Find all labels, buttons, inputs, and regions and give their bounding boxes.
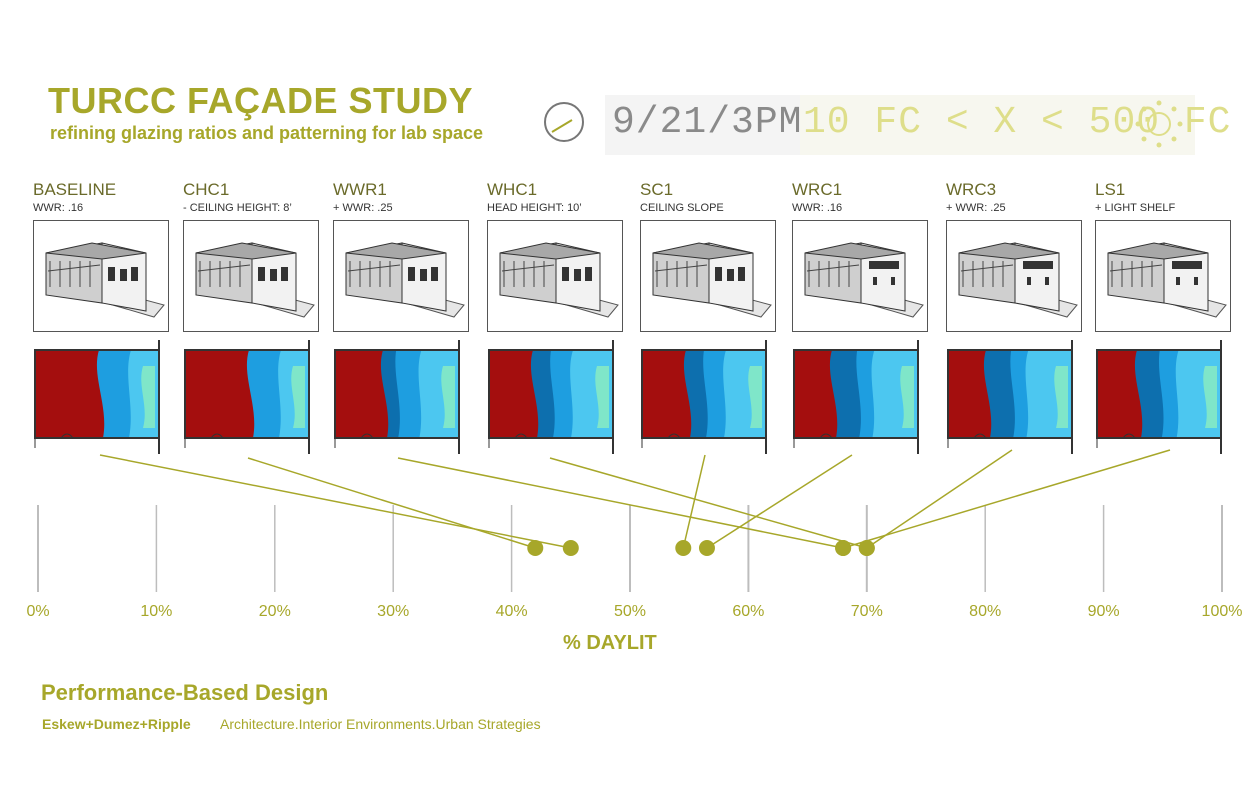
daylight-plan	[488, 340, 614, 454]
clock-icon	[544, 102, 584, 142]
leader-line	[706, 454, 853, 549]
scenario-note: WWR: .16	[33, 202, 84, 214]
x-tick-label: 100%	[1201, 603, 1243, 620]
x-tick-label: 30%	[377, 603, 410, 620]
scenario-note: - CEILING HEIGHT: 8’	[183, 202, 292, 214]
scenario-note: + WWR: .25	[946, 202, 1006, 214]
x-tick-label: 80%	[969, 603, 1002, 620]
leader-line	[549, 457, 868, 549]
scenario-name: WHC1	[487, 180, 538, 199]
footer-firm: Eskew+Dumez+Ripple	[42, 716, 191, 732]
x-tick-label: 70%	[850, 603, 883, 620]
daylight-plan	[334, 340, 460, 454]
scenario-label-wwr1: WWR1 + WWR: .25	[333, 180, 473, 215]
building-render	[183, 220, 319, 332]
scenario-name: WWR1	[333, 180, 387, 199]
page-title: TURCC FAÇADE STUDY	[48, 80, 474, 121]
building-render	[946, 220, 1082, 332]
scenario-label-sc1: SC1 CEILING SLOPE	[640, 180, 780, 215]
scenario-name: WRC3	[946, 180, 997, 199]
scenario-label-wrc1: WRC1 WWR: .16	[792, 180, 932, 215]
scenario-label-whc1: WHC1 HEAD HEIGHT: 10’	[487, 180, 627, 215]
scenario-name: CHC1	[183, 180, 230, 199]
building-render	[640, 220, 776, 332]
illuminance-range: 10 FC < X < 500 FC	[803, 101, 1232, 144]
scenario-label-baseline: BASELINE WWR: .16	[33, 180, 173, 215]
x-tick-label: 40%	[495, 603, 528, 620]
x-tick-label: 60%	[732, 603, 765, 620]
data-point-chc1	[527, 540, 544, 556]
scenario-note: + WWR: .25	[333, 202, 393, 214]
daylight-plan	[793, 340, 919, 454]
header-band-range	[800, 95, 1195, 155]
leader-line	[842, 449, 1171, 549]
daylight-plan	[947, 340, 1073, 454]
scenario-name: BASELINE	[33, 180, 117, 199]
data-point-wrc3	[858, 540, 875, 556]
x-tick-label: 50%	[613, 603, 647, 620]
x-axis-title: % DAYLIT	[563, 632, 657, 654]
scenario-name: SC1	[640, 180, 674, 199]
leader-line	[682, 454, 706, 549]
scenario-note: WWR: .16	[792, 202, 843, 214]
scenario-label-chc1: CHC1 - CEILING HEIGHT: 8’	[183, 180, 323, 215]
building-render	[792, 220, 928, 332]
daylight-plan	[1096, 340, 1222, 454]
scenario-note: CEILING SLOPE	[640, 202, 724, 214]
daylight-plan	[641, 340, 767, 454]
data-point-baseline	[562, 540, 579, 556]
page-subtitle: refining glazing ratios and patterning f…	[50, 123, 484, 143]
building-render	[1095, 220, 1231, 332]
building-render	[33, 220, 169, 332]
leader-line	[99, 454, 571, 549]
scenario-name: WRC1	[792, 180, 843, 199]
x-tick-label: 20%	[258, 603, 291, 620]
leader-line	[866, 449, 1013, 549]
footer-title: Performance-Based Design	[41, 680, 329, 705]
building-render	[333, 220, 469, 332]
building-render	[487, 220, 623, 332]
x-tick-label: 10%	[140, 603, 173, 620]
scenario-label-ls1: LS1 + LIGHT SHELF	[1095, 180, 1235, 215]
scenario-label-wrc3: WRC3 + WWR: .25	[946, 180, 1086, 215]
analysis-time: 9/21/3PM	[612, 101, 803, 144]
x-tick-label: 90%	[1087, 603, 1120, 620]
data-point-sc1	[675, 540, 692, 556]
daylight-plan	[184, 340, 310, 454]
data-point-ls1	[835, 540, 852, 556]
daylight-plan	[34, 340, 160, 454]
data-point-wrc1	[698, 540, 715, 556]
leader-line	[397, 457, 844, 549]
scenario-note: HEAD HEIGHT: 10’	[487, 202, 582, 214]
sun-icon	[1135, 100, 1183, 148]
scenario-name: LS1	[1095, 180, 1126, 199]
footer-tagline: Architecture.Interior Environments.Urban…	[220, 716, 541, 732]
leader-line	[247, 457, 536, 549]
x-tick-label: 0%	[26, 603, 50, 620]
scenario-note: + LIGHT SHELF	[1095, 202, 1176, 214]
